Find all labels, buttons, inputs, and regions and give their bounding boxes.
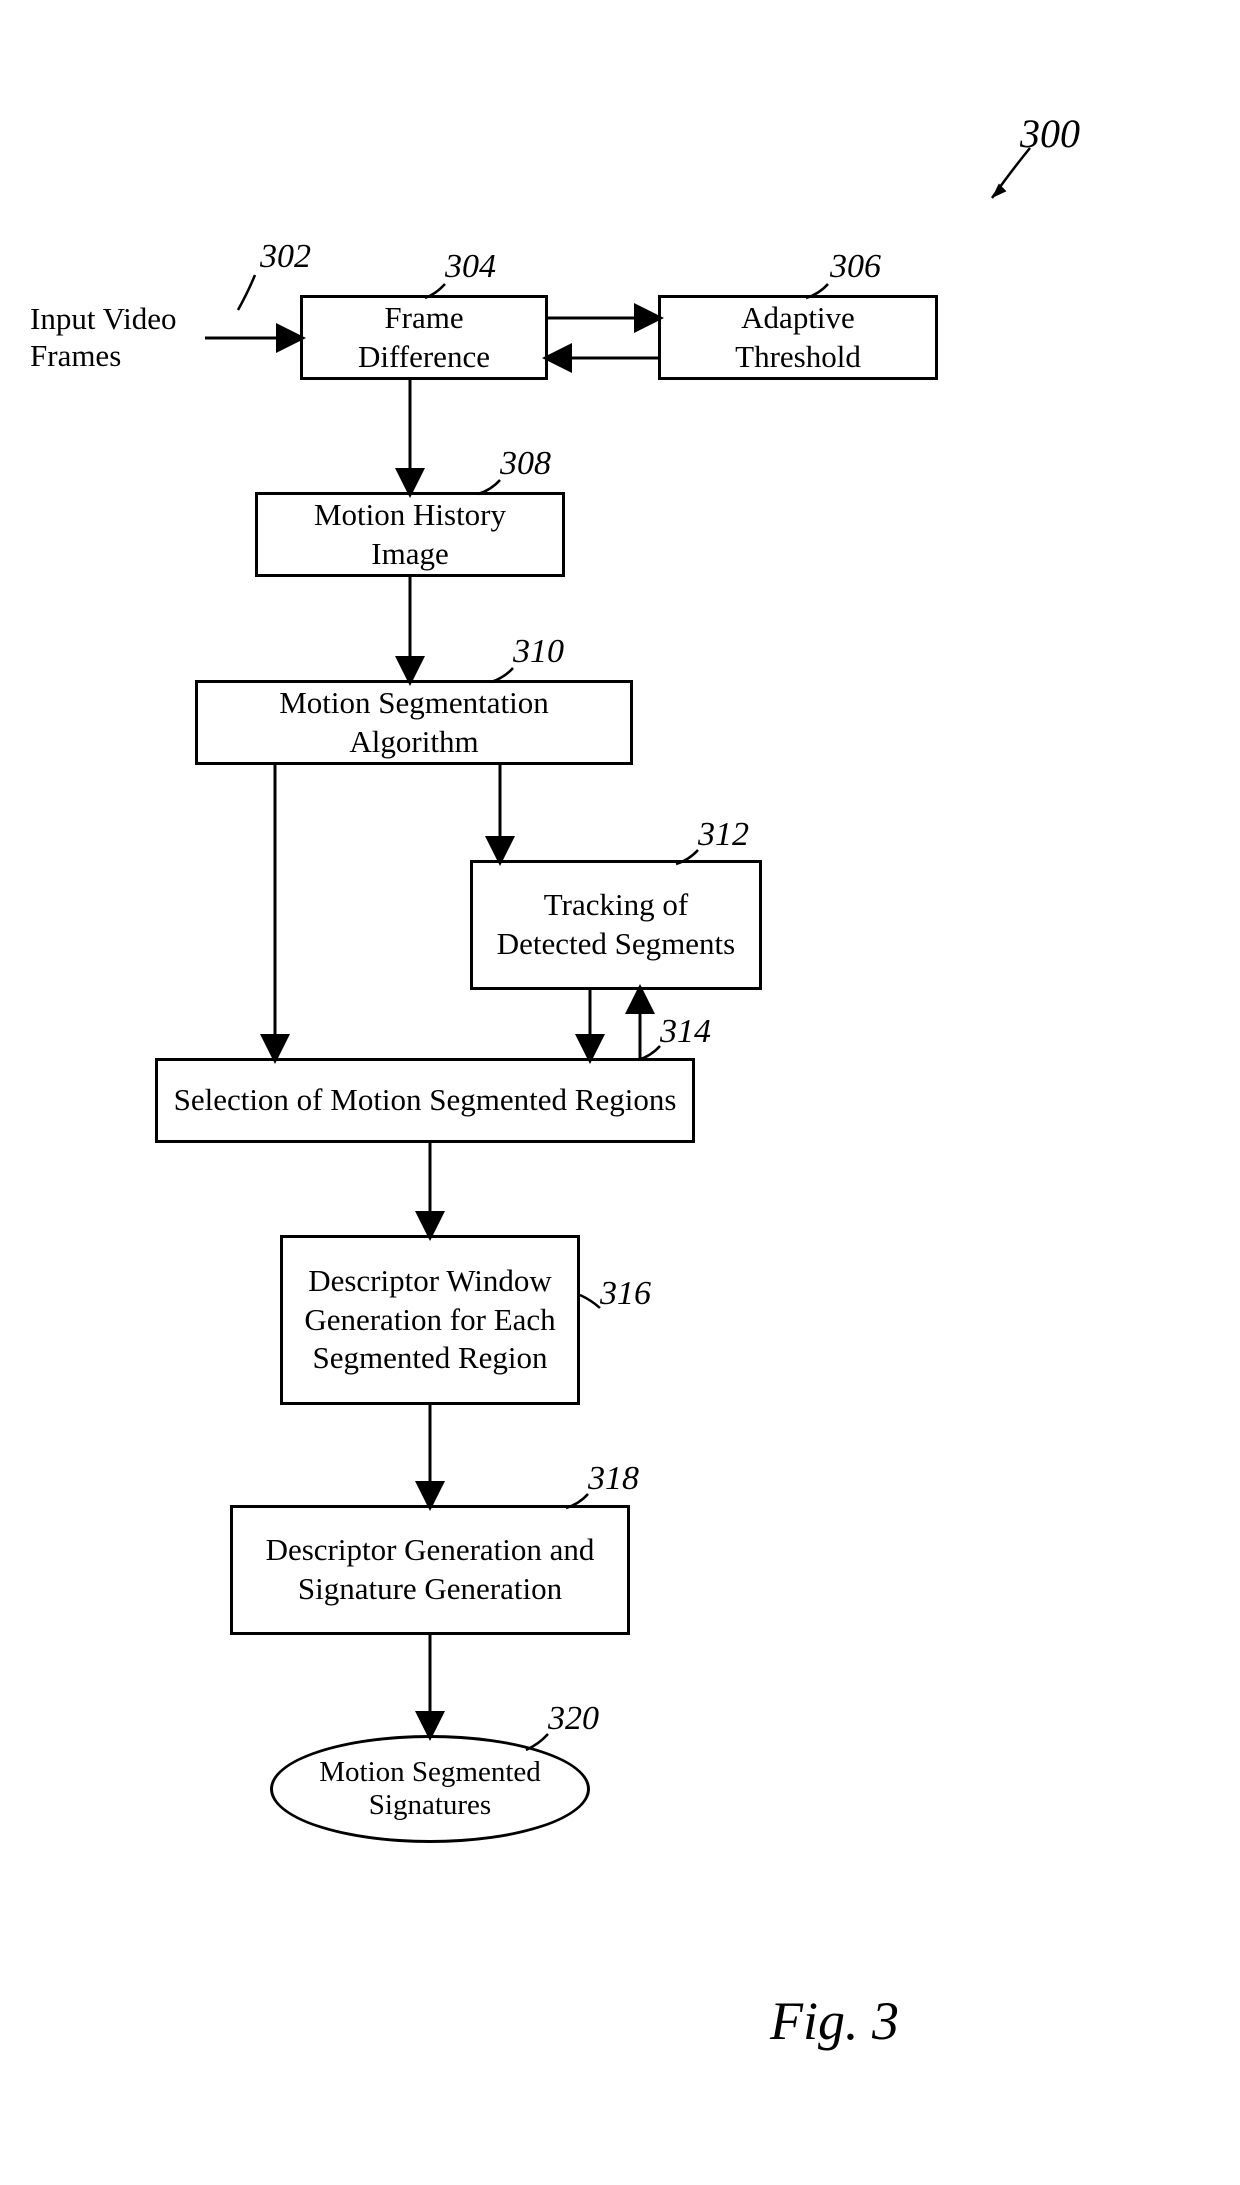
ref-302: 302 [260,238,311,276]
ref-312: 312 [698,816,749,854]
ref-304: 304 [445,248,496,286]
box-adaptive-threshold-label: Adaptive Threshold [675,299,921,377]
box-motion-history-image: Motion History Image [255,492,565,577]
box-selection-label: Selection of Motion Segmented Regions [174,1081,677,1120]
box-frame-difference-label: Frame Difference [317,299,531,377]
ref-316: 316 [600,1275,651,1313]
box-selection: Selection of Motion Segmented Regions [155,1058,695,1143]
box-descriptor-generation: Descriptor Generation and Signature Gene… [230,1505,630,1635]
output-oval: Motion Segmented Signatures [270,1735,590,1843]
ref-318: 318 [588,1460,639,1498]
ref-320: 320 [548,1700,599,1738]
ref-314: 314 [660,1013,711,1051]
box-desc-gen-label: Descriptor Generation and Signature Gene… [266,1531,595,1609]
ref-310: 310 [513,633,564,671]
box-adaptive-threshold: Adaptive Threshold [658,295,938,380]
box-mhi-label: Motion History Image [272,496,548,574]
ref-300: 300 [1020,110,1080,157]
box-descriptor-window: Descriptor Window Generation for Each Se… [280,1235,580,1405]
box-frame-difference: Frame Difference [300,295,548,380]
hook-316 [580,1295,600,1308]
input-video-label: Input Video Frames [30,300,177,374]
box-desc-window-label: Descriptor Window Generation for Each Se… [304,1262,555,1378]
hook-300-arrowhead [992,183,1007,198]
box-tracking: Tracking of Detected Segments [470,860,762,990]
output-oval-label: Motion Segmented Signatures [319,1756,541,1823]
figure-title: Fig. 3 [770,1990,899,2052]
ref-306: 306 [830,248,881,286]
box-tracking-label: Tracking of Detected Segments [497,886,735,964]
box-seg-algo-label: Motion Segmentation Algorithm [212,684,616,762]
hook-302 [238,275,255,310]
box-motion-segmentation-algorithm: Motion Segmentation Algorithm [195,680,633,765]
ref-308: 308 [500,445,551,483]
